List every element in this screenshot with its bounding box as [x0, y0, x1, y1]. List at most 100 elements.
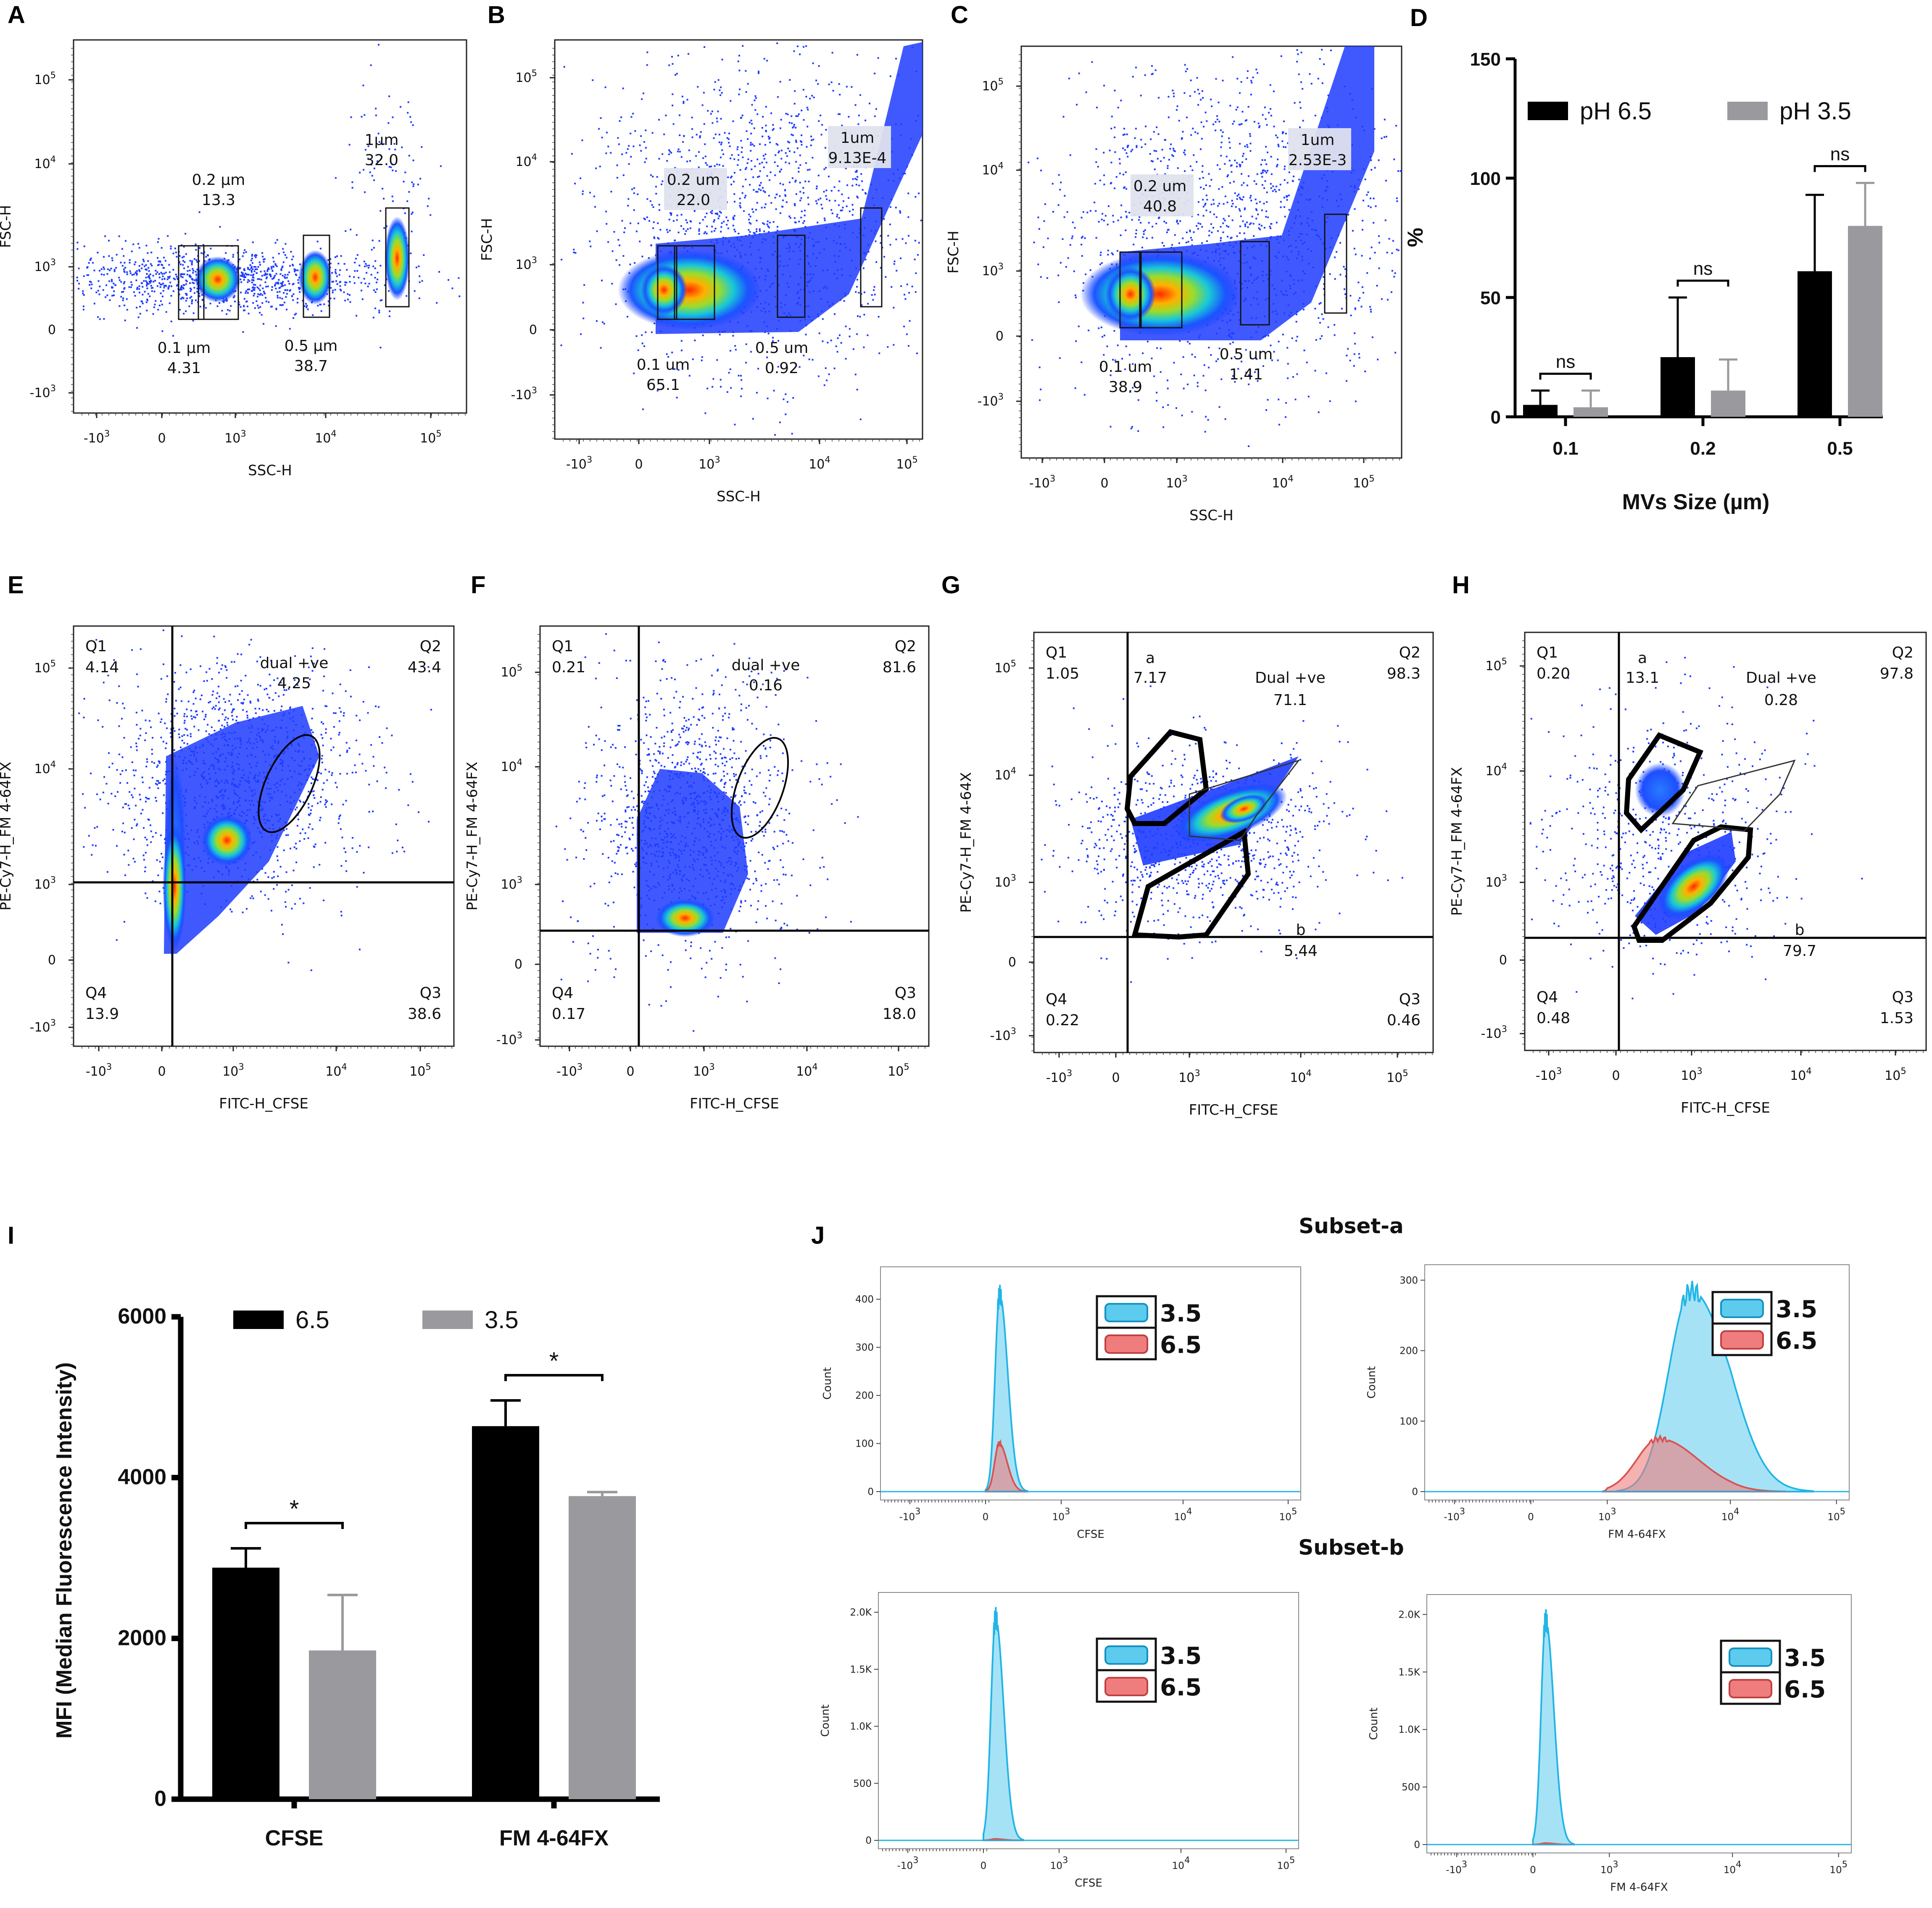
y-tick-label: 0 — [154, 1787, 166, 1811]
x-tick-label: 104 — [796, 1062, 818, 1079]
gate-0.1 — [178, 245, 205, 320]
y-tick-label: 105 — [1485, 656, 1507, 674]
legend-swatch — [1104, 1303, 1148, 1322]
quadrant-name: Q1 — [1046, 644, 1067, 661]
gate-value: 38.7 — [294, 358, 328, 375]
y-axis-label: Count — [821, 1367, 834, 1400]
x-tick-label: 103 — [1598, 1506, 1616, 1523]
quadrant-value: 1.53 — [1880, 1010, 1914, 1027]
quadrant-value: 0.22 — [1046, 1012, 1079, 1029]
y-tick-label: 103 — [34, 257, 56, 274]
flow-plot-b: -103 0 103 104 105 -103 0 103 104 105 SSC-H FSC-H 0.… — [479, 39, 923, 505]
legend-label: 3.5 — [1784, 1645, 1826, 1672]
histogram-12: 0 500 1.0K 1.5K 2.0K -103 0 103 104 105 FM 4-64FX C… — [1368, 1594, 1852, 1894]
quadrant-name: Q3 — [1399, 991, 1421, 1008]
legend-label: 3.5 — [1160, 1642, 1202, 1670]
gate-name: b — [1296, 921, 1306, 939]
y-tick-label: 103 — [34, 875, 56, 892]
x-tick-label: 104 — [1172, 1855, 1190, 1871]
x-tick-label: 103 — [1050, 1855, 1068, 1871]
significance-bracket — [504, 1374, 604, 1381]
x-tick-label: -103 — [566, 455, 592, 472]
gate-1um — [860, 207, 883, 308]
x-tick-label: 104 — [1724, 1859, 1742, 1876]
density-blob — [298, 250, 332, 305]
gate-name: Dual +ve — [1746, 669, 1816, 687]
bar-chart-d: 0 50 100 150 0.1 ns 0.2 ns 0.5 ns pH 6.5 pH 3.5 MVs … — [1403, 49, 1883, 514]
category-label: 0.2 — [1690, 438, 1716, 459]
legend-swatch — [1727, 102, 1768, 120]
histogram-series-3.5 — [983, 1607, 1024, 1841]
legend-label: 6.5 — [295, 1306, 329, 1334]
density-core — [656, 899, 714, 937]
legend-swatch — [1104, 1677, 1148, 1696]
gate-name: dual +ve — [732, 657, 800, 674]
quadrant-value: 0.46 — [1387, 1012, 1421, 1029]
gate-1um — [1324, 213, 1347, 314]
gate-0.2 — [674, 245, 715, 320]
quadrant-value: 43.4 — [408, 659, 441, 676]
x-tick-label: -103 — [1446, 1859, 1467, 1876]
legend-label: 3.5 — [485, 1306, 519, 1334]
gate-0.5 — [303, 234, 330, 318]
x-tick-label: 104 — [809, 455, 830, 472]
y-tick-label: 200 — [1400, 1346, 1418, 1357]
y-tick-label: -103 — [1481, 1024, 1507, 1041]
quadrant-name: Q2 — [420, 638, 441, 655]
gate-value: 13.1 — [1626, 669, 1659, 687]
x-tick-label: 105 — [888, 1062, 909, 1079]
category-label: CFSE — [265, 1826, 324, 1850]
scatter-dots — [78, 629, 432, 971]
x-tick-label: -103 — [1029, 474, 1055, 491]
flow-plot-f: -103 0 103 104 105 -103 0 103 104 105 FITC-H_CFSE P… — [464, 625, 930, 1112]
x-tick-label: 104 — [1290, 1068, 1312, 1085]
gate-name: 1µm — [365, 132, 399, 149]
quadrant-value: 81.6 — [883, 659, 916, 676]
legend-swatch — [1729, 1647, 1772, 1667]
histogram-11: 0 500 1.0K 1.5K 2.0K -103 0 103 104 105 CFSE Count 3… — [819, 1592, 1299, 1890]
gate-value: 9.13E-4 — [828, 150, 887, 167]
gate-name: 0.1 um — [637, 356, 690, 374]
quadrant-value: 38.6 — [408, 1005, 441, 1023]
quadrant-name: Q4 — [85, 984, 107, 1002]
gate-name: 0.1 µm — [158, 339, 211, 357]
quadrant-value: 0.21 — [552, 659, 585, 676]
y-tick-label: 2000 — [118, 1626, 166, 1650]
significance-bracket — [1539, 373, 1592, 380]
x-axis-label: FITC-H_CFSE — [219, 1095, 308, 1112]
panel-label-a: A — [8, 1, 25, 29]
x-tick-label: 0 — [983, 1512, 989, 1523]
flow-plot-c: -103 0 103 104 105 -103 0 103 104 105 SSC-H FSC-H 0.… — [945, 45, 1402, 524]
significance-bracket — [1676, 279, 1729, 287]
x-axis-label: MVs Size (µm) — [1622, 490, 1770, 514]
x-axis-label: CFSE — [1075, 1877, 1102, 1890]
legend-swatch — [1104, 1334, 1148, 1354]
density-core — [1080, 252, 1240, 336]
x-tick-label: 105 — [420, 429, 442, 446]
y-tick-label: 105 — [501, 663, 522, 680]
y-tick-label: 300 — [855, 1342, 874, 1353]
y-tick-label: 103 — [994, 873, 1016, 890]
x-tick-label: 105 — [1277, 1855, 1295, 1871]
quadrant-name: Q1 — [552, 638, 573, 655]
y-tick-label: 105 — [34, 658, 56, 676]
histogram-10: 0 100 200 300 -103 0 103 104 105 FM 4-64FX Count 3.… — [1365, 1264, 1850, 1541]
legend-label: 3.5 — [1776, 1296, 1817, 1323]
histogram-series-3.5 — [985, 1284, 1028, 1492]
gate-value: 13.3 — [202, 192, 235, 209]
gate-value: 40.8 — [1143, 198, 1177, 215]
gate-name: 0.5 µm — [285, 337, 338, 355]
y-tick-label: 104 — [994, 766, 1016, 783]
density-core — [1658, 854, 1729, 919]
y-tick-label: 100 — [1400, 1416, 1418, 1427]
gate-label-bg — [828, 126, 891, 168]
y-tick-label: 0 — [514, 957, 522, 972]
density-core — [618, 250, 761, 330]
y-tick-label: -103 — [30, 1018, 56, 1035]
gate-name: a — [1638, 650, 1647, 667]
x-tick-label: 0 — [980, 1861, 987, 1871]
density-blob — [385, 216, 410, 300]
x-tick-label: 104 — [315, 429, 337, 446]
x-tick-label: 104 — [1721, 1506, 1740, 1523]
legend-label: pH 6.5 — [1580, 97, 1652, 125]
